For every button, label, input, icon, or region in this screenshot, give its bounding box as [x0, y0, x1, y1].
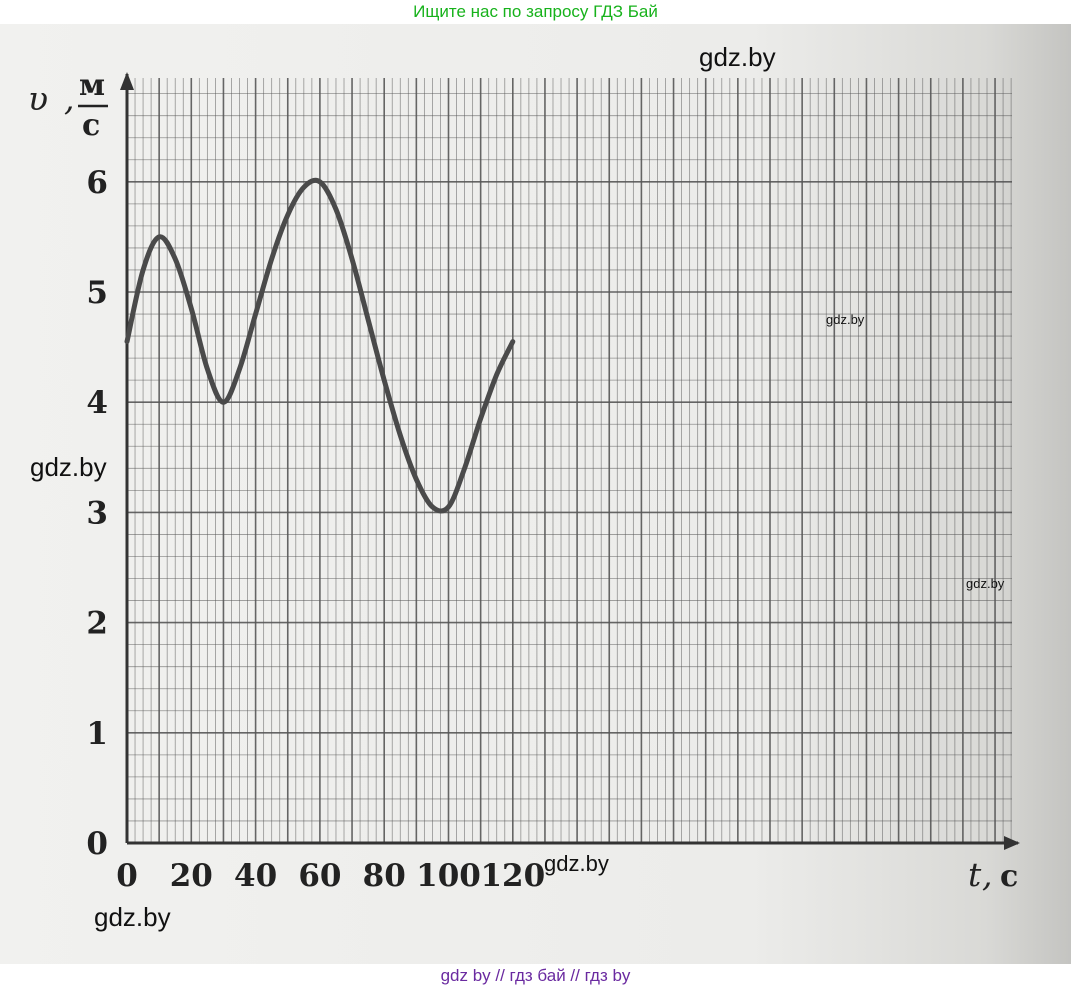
y-tick-label: 2 [86, 606, 108, 642]
y-axis-arrow [120, 72, 134, 90]
x-tick-label: 0 [116, 858, 138, 894]
x-axis-variable: t [968, 855, 982, 894]
minor-grid [127, 78, 1012, 843]
watermark: gdz.by [544, 851, 609, 876]
y-axis-variable: υ [28, 79, 48, 118]
bottom-banner[interactable]: gdz by // гдз бай // гдз by [440, 966, 631, 985]
top-banner[interactable]: Ищите нас по запросу ГДЗ Бай [413, 2, 658, 21]
watermark: gdz.by [30, 452, 107, 482]
y-axis-comma: , [64, 79, 75, 118]
y-tick-label: 3 [86, 495, 108, 531]
x-tick-label: 120 [480, 858, 545, 894]
y-axis-unit-numerator: м [79, 68, 105, 103]
textbook-page-scan [0, 24, 1071, 964]
x-tick-label: 20 [170, 858, 213, 894]
watermark: gdz.by [699, 42, 776, 72]
tick-labels: 0 20 40 60 80 100 120 0 1 2 3 4 5 6 [86, 165, 545, 894]
y-tick-label: 6 [86, 165, 108, 201]
x-tick-label: 40 [234, 858, 277, 894]
x-axis-unit: с [1000, 859, 1018, 894]
watermark: gdz.by [94, 902, 171, 932]
major-grid [126, 78, 1012, 844]
y-axis-unit-denominator: с [82, 108, 100, 143]
velocity-curve [124, 177, 516, 514]
x-axis-comma: , [982, 855, 993, 894]
x-tick-label: 80 [363, 858, 406, 894]
y-tick-label: 4 [86, 385, 108, 421]
x-axis-arrow [1004, 836, 1020, 850]
y-tick-label: 0 [86, 826, 108, 862]
axes [120, 72, 1020, 850]
watermark: gdz.by [966, 576, 1005, 591]
y-tick-label: 1 [86, 716, 108, 752]
y-tick-label: 5 [86, 275, 108, 311]
x-tick-label: 60 [298, 858, 341, 894]
x-tick-label: 100 [416, 858, 481, 894]
watermark: gdz.by [826, 312, 865, 327]
